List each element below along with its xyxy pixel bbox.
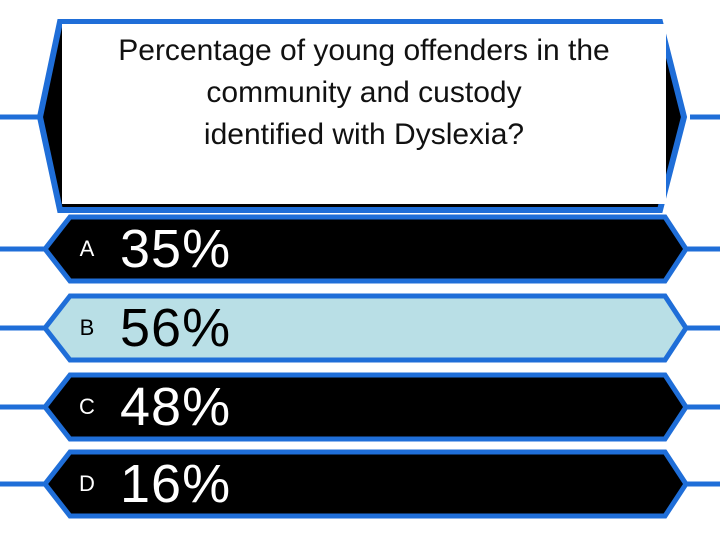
answer-c-letter: C [79,394,95,419]
answer-b-frame [41,293,689,363]
answer-d-frame [41,449,689,519]
answer-option-a[interactable]: A 35% [0,214,720,284]
answer-a-frame [41,214,689,284]
question-line-1: Percentage of young offenders in the [118,34,610,67]
answer-d-letter: D [79,471,95,496]
question-panel [0,19,720,213]
answer-b-letter: B [79,315,95,340]
question-line-2: community and custody [206,76,522,109]
answer-a-value: 35% [120,219,232,279]
answer-option-d[interactable]: D 16% [0,449,720,519]
answer-b-shape[interactable] [0,293,720,363]
question-line-3: identified with Dyslexia? [203,118,525,151]
answer-c-value: 48% [120,377,232,437]
answer-c-frame [41,372,689,442]
question-card [62,24,666,204]
answer-d-shape[interactable] [0,449,720,519]
answer-c-shape[interactable] [0,372,720,442]
answer-b-value: 56% [120,298,232,358]
answer-a-letter: A [79,236,95,261]
question-text: Percentage of young offenders in the com… [62,24,666,184]
answer-option-c[interactable]: C 48% [0,372,720,442]
answer-a-shape[interactable] [0,214,720,284]
answer-d-value: 16% [120,454,232,514]
answer-option-b[interactable]: B 56% [0,293,720,363]
